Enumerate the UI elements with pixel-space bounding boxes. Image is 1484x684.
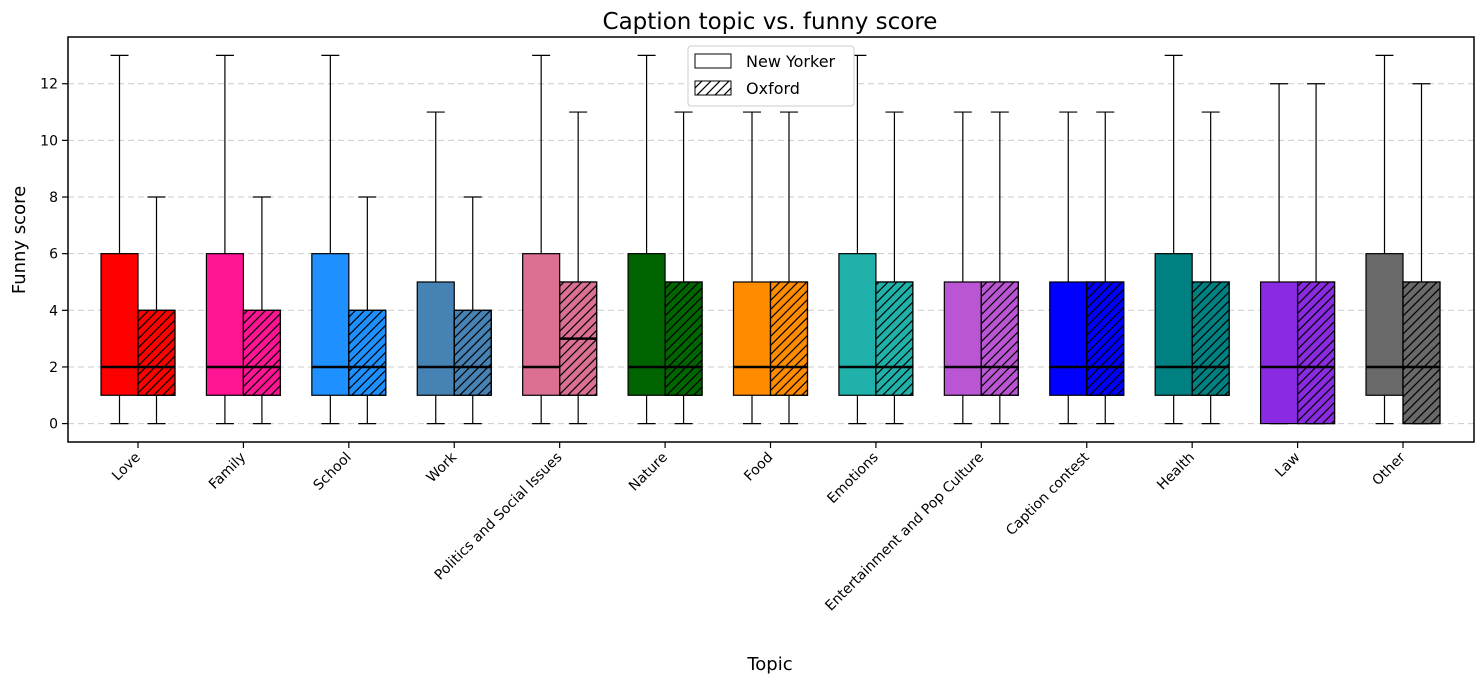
box-hatch [1296,281,1336,425]
box-new-yorker [522,54,561,425]
box-body [1259,281,1299,425]
box-oxford [664,111,703,425]
legend: New Yorker Oxford [687,45,855,107]
y-axis-label: Funny score [9,186,30,294]
box-body [522,253,561,396]
x-tick-label: Nature [626,450,671,495]
box-hatch [1402,281,1441,425]
y-tick-label: 0 [49,417,58,433]
box-new-yorker [1154,54,1193,425]
box-hatch [137,309,176,396]
box-body [416,281,455,396]
x-tick-label: Caption contest [1003,449,1093,539]
box-body [838,253,877,396]
legend-label: New Yorker [746,52,836,71]
box-oxford [1086,111,1125,425]
x-tick-label: Other [1369,449,1409,489]
box-body [943,281,982,396]
x-tick-label: Food [741,450,776,485]
legend-label: Oxford [746,79,800,98]
box-new-yorker [838,54,877,425]
x-tick-label: Family [206,450,249,493]
x-tick-label: Law [1272,450,1303,481]
box-new-yorker [311,54,350,425]
legend-swatch-hatch [694,80,732,96]
box-hatch [453,309,492,396]
box-oxford [980,111,1019,425]
x-tick-label: Love [109,450,144,485]
box-new-yorker [1365,54,1404,425]
box-oxford [242,196,282,425]
box-hatch [980,281,1019,396]
box-new-yorker [943,111,982,425]
chart-title: Caption topic vs. funny score [603,9,938,35]
y-tick-label: 4 [49,303,58,319]
box-body [1365,253,1404,396]
y-tick-label: 2 [49,360,58,376]
box-body [627,253,666,396]
box-new-yorker [1049,111,1088,425]
x-tick-label: Politics and Social Issues [432,450,566,584]
y-tick-label: 12 [40,77,58,93]
x-tick-label: Emotions [824,450,881,507]
box-oxford [453,196,492,425]
box-hatch [1086,281,1125,396]
x-tick-label: Work [424,449,461,486]
box-body [732,281,772,396]
box-body [1049,281,1088,396]
x-tick-label: Health [1154,450,1198,494]
box-hatch [242,309,282,396]
box-new-yorker [732,111,772,425]
x-axis-label: Topic [746,654,792,675]
box-new-yorker [205,54,245,425]
box-body [205,253,245,396]
box-oxford [1191,111,1230,425]
box-hatch [769,281,809,396]
box-oxford [1402,83,1441,425]
box-new-yorker [627,54,666,425]
y-tick-label: 10 [40,133,58,149]
box-oxford [348,196,387,425]
box-oxford [769,111,809,425]
plot-frame [67,36,1475,443]
box-new-yorker [100,54,139,425]
x-tick-label: School [310,450,354,494]
box-oxford [137,196,176,425]
y-tick-label: 8 [49,190,58,206]
box-oxford [1296,83,1336,425]
box-hatch [664,281,703,396]
box-body [311,253,350,396]
box-body [100,253,139,396]
legend-swatch [694,53,732,69]
box-new-yorker [416,111,455,425]
box-hatch [875,281,914,396]
y-tick-label: 6 [49,247,58,263]
box-body [1154,253,1193,396]
box-hatch [1191,281,1230,396]
box-oxford [559,111,598,425]
box-oxford [875,111,914,425]
box-hatch [348,309,387,396]
